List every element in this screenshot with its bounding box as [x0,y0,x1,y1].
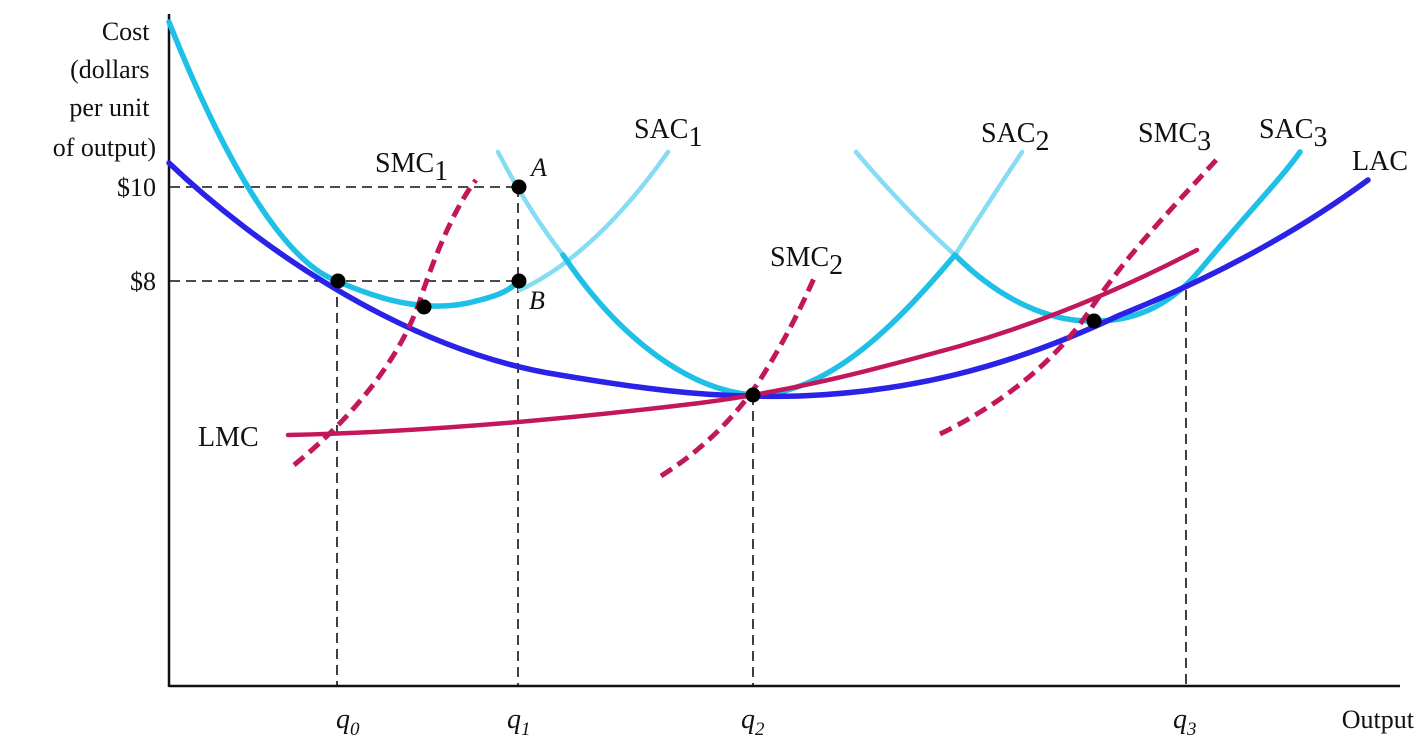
label-sac1: SAC1 [634,114,702,153]
x-tick-q3: q3 [1173,704,1197,740]
sac2-base: SAC [981,118,1035,149]
smc1-sub: 1 [434,156,448,187]
smc2-base: SMC [770,242,829,273]
sac3-light-segment [853,149,958,258]
sac2-sub: 2 [1035,126,1049,157]
point-a-dot [511,179,527,195]
smc2-sub: 2 [829,250,843,281]
point-b-dot [511,273,527,289]
smc3-base: SMC [1138,118,1197,149]
y-tick-8: $8 [130,267,156,296]
y-title-line-3: per unit [69,93,150,122]
y-title-line-4: of output) [53,133,156,162]
q1-sub: 1 [521,719,531,740]
y-axis-title: Cost (dollars per unit of output) [53,17,156,162]
q0-sub: 0 [350,719,360,740]
q2-sub: 2 [755,719,765,740]
smc3-sub: 3 [1197,126,1211,157]
q3-base: q [1173,704,1187,735]
q2-base: q [741,704,755,735]
y-tick-10: $10 [117,173,156,202]
q1-base: q [507,704,521,735]
point-q2-dot [745,387,761,403]
smc3-curve [938,156,1220,437]
label-point-a: A [529,153,547,182]
point-q0-dot [330,273,346,289]
sac3-sub: 3 [1313,122,1327,153]
smc1-base: SMC [375,148,434,179]
label-point-b: B [529,286,545,315]
sac2-curve [560,252,958,398]
sac3-curve [952,149,1303,324]
q0-base: q [336,704,350,735]
sac3-base: SAC [1259,114,1313,145]
label-sac3: SAC3 [1259,114,1327,153]
lac-curve [166,160,1371,400]
label-sac2: SAC2 [981,118,1049,157]
smc2-curve [659,274,818,479]
q3-sub: 3 [1186,719,1197,740]
x-axis-title: Output [1342,705,1415,734]
point-min-sac3-dot [1086,313,1102,329]
x-tick-q0: q0 [336,704,360,740]
sac1-base: SAC [634,114,688,145]
y-title-line-1: Cost [102,17,150,46]
label-lmc: LMC [198,422,259,453]
sac1-light-segment [517,149,671,293]
label-smc1: SMC1 [375,148,448,187]
lmc-curve [285,247,1200,438]
y-title-line-2: (dollars [70,55,149,84]
sac2-light-segment [495,149,566,258]
sac2-light-right [952,149,1025,258]
label-smc3: SMC3 [1138,118,1211,157]
label-smc2: SMC2 [770,242,843,281]
point-min-sac1-dot [416,299,432,315]
sac1-curve [166,19,523,309]
x-tick-q2: q2 [741,704,765,740]
sac1-sub: 1 [688,122,702,153]
x-tick-q1: q1 [507,704,531,740]
label-lac: LAC [1352,146,1408,177]
smc1-curve [292,178,478,467]
